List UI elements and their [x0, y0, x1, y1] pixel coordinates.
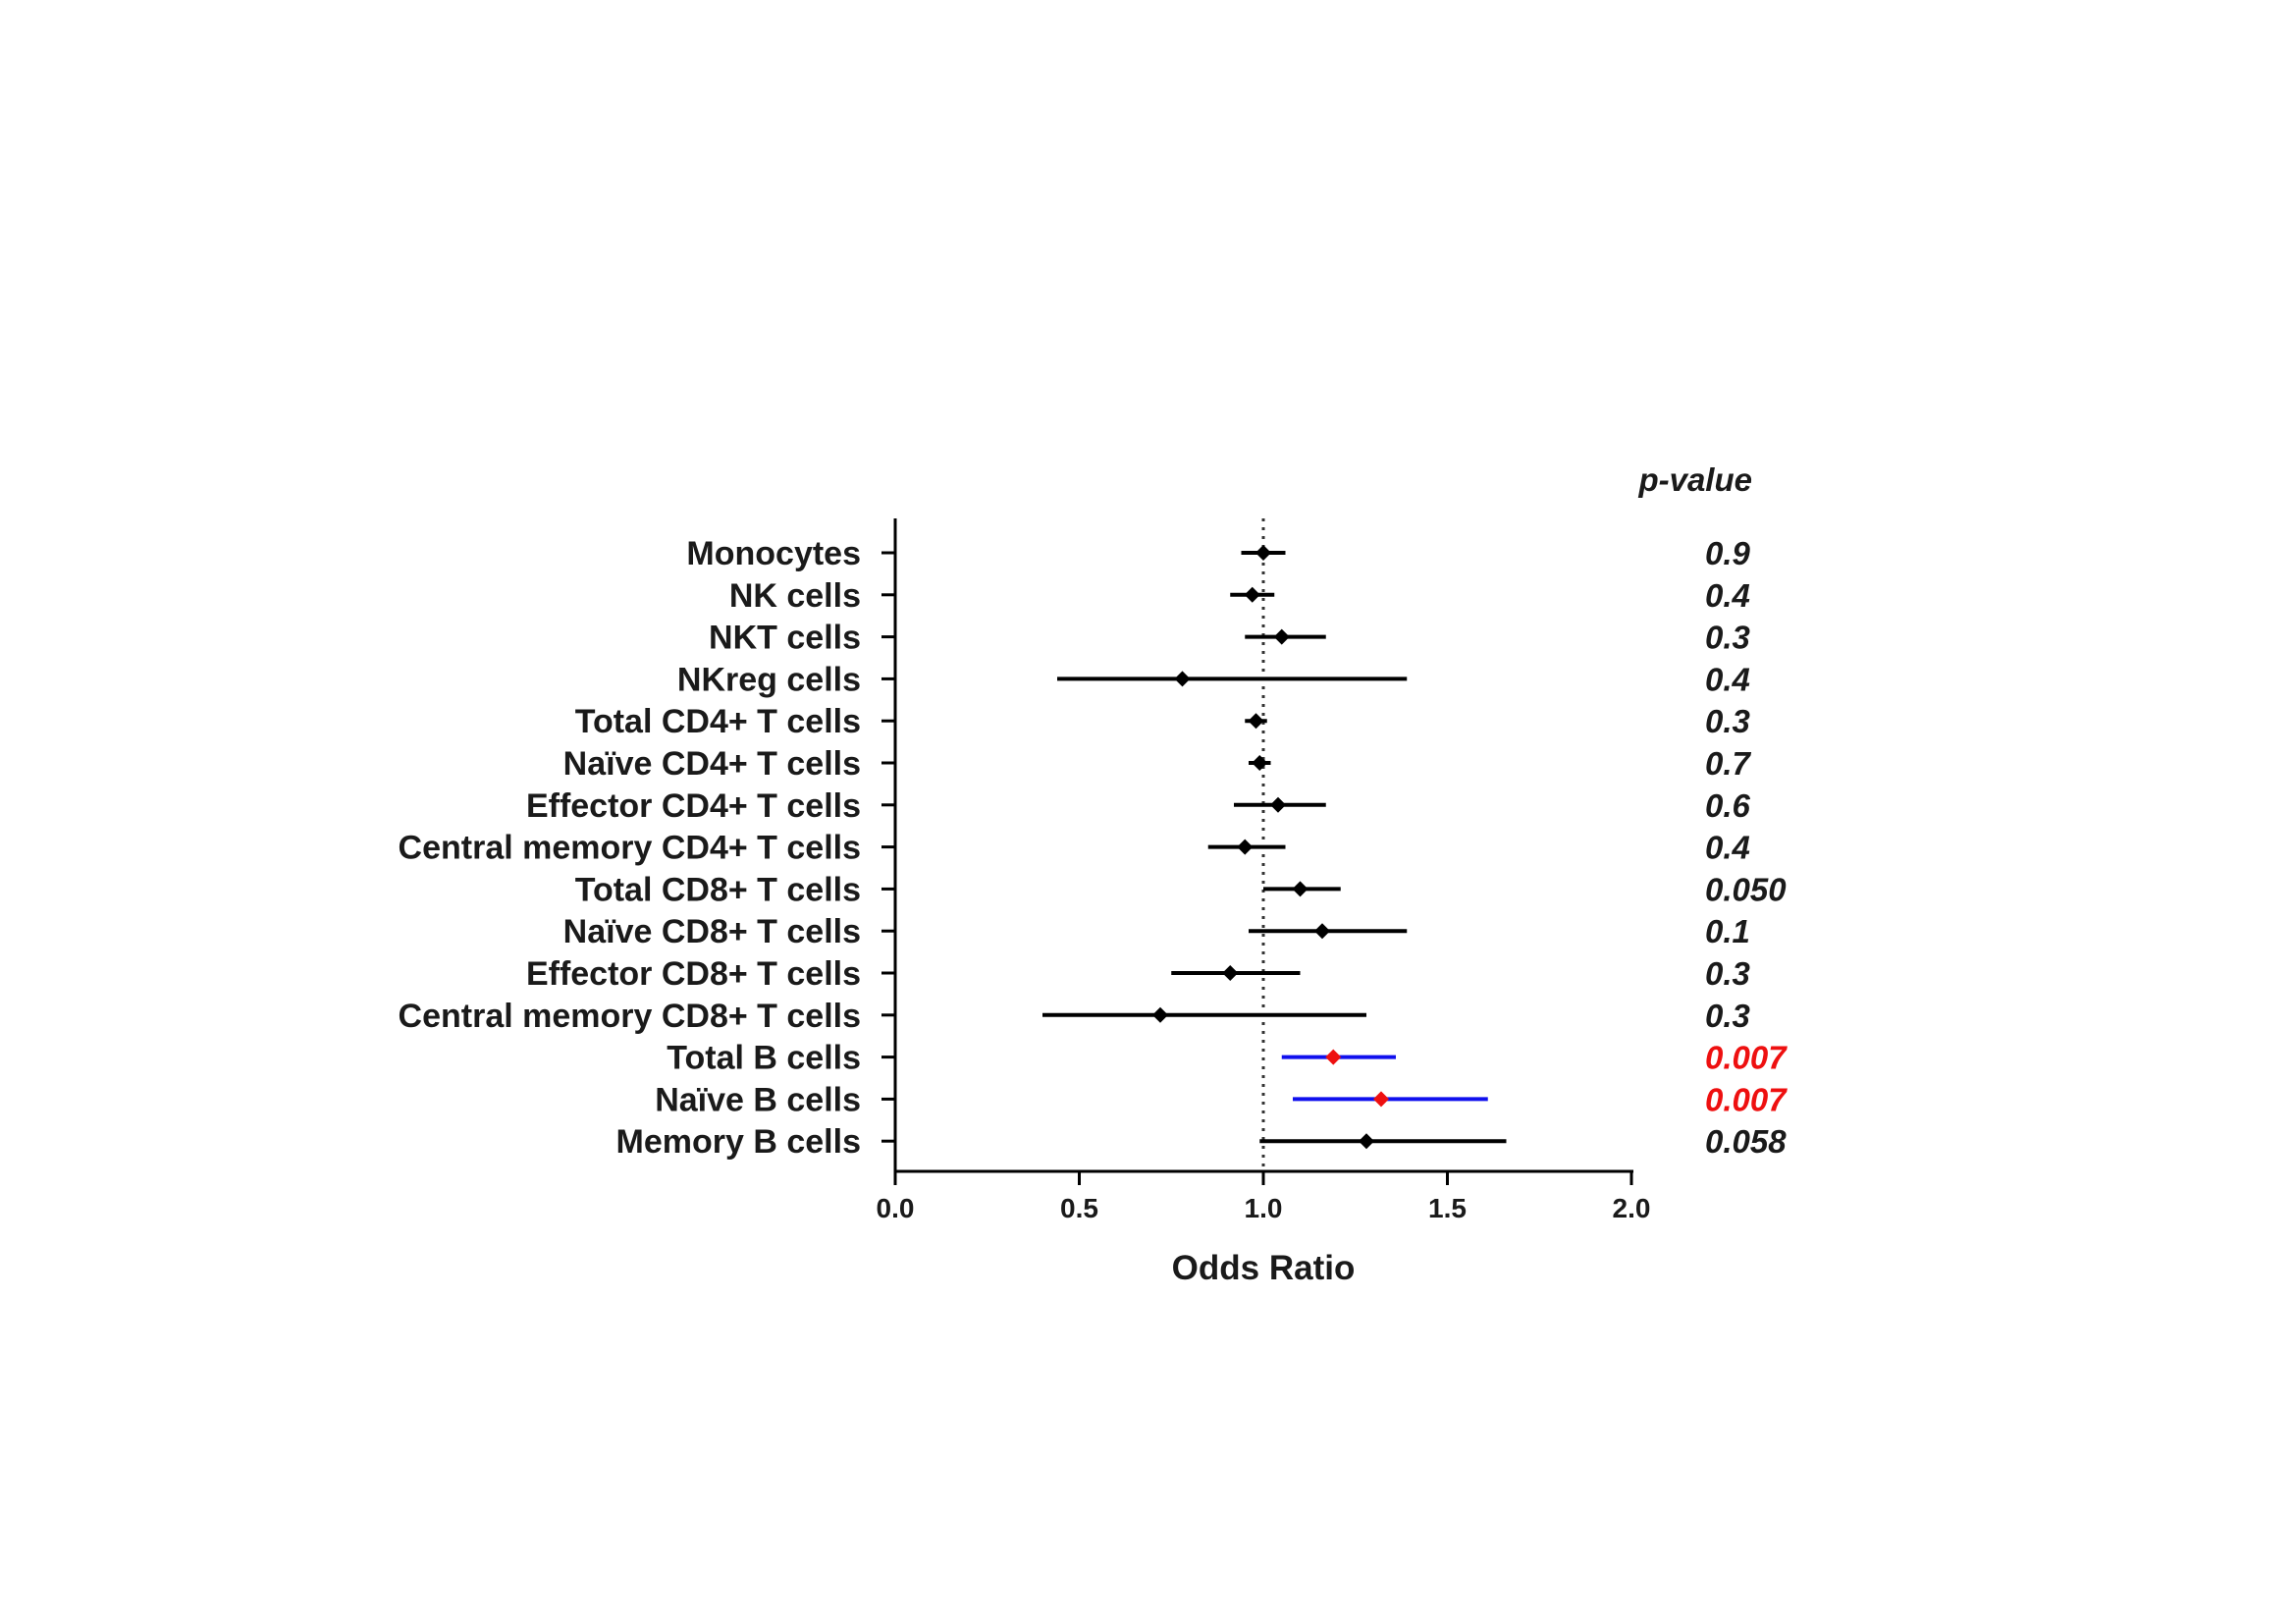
row-label: Central memory CD4+ T cells — [399, 830, 861, 867]
row-label: Effector CD8+ T cells — [526, 955, 861, 993]
x-tick-label: 0.0 — [877, 1193, 915, 1223]
pvalue-label: 0.3 — [1705, 998, 1750, 1034]
point-estimate — [1270, 796, 1286, 813]
row-label: NK cells — [729, 577, 861, 615]
row-label: NKreg cells — [677, 661, 861, 698]
pvalue-label: 0.6 — [1705, 787, 1751, 824]
pvalue-label: 0.3 — [1705, 620, 1750, 656]
pvalue-label: 0.058 — [1705, 1123, 1787, 1160]
pvalue-label: 0.007 — [1705, 1081, 1788, 1117]
point-estimate — [1152, 1006, 1168, 1023]
pvalue-label: 0.4 — [1705, 577, 1750, 614]
forest-row: Total CD4+ T cells 0.3 — [575, 703, 1750, 740]
row-label: Monocytes — [686, 535, 861, 572]
forest-row: Monocytes 0.9 — [686, 535, 1750, 572]
pvalue-label: 0.7 — [1705, 745, 1752, 782]
point-estimate — [1314, 923, 1330, 940]
pvalue-label: 0.4 — [1705, 830, 1750, 866]
forest-row: Naïve CD4+ T cells 0.7 — [563, 745, 1752, 783]
row-label: Naïve B cells — [655, 1081, 861, 1118]
pvalue-label: 0.050 — [1705, 871, 1787, 907]
x-axis-title: Odds Ratio — [1172, 1249, 1356, 1287]
forest-row: Central memory CD4+ T cells 0.4 — [399, 830, 1750, 867]
row-label: Naïve CD4+ T cells — [563, 745, 861, 783]
forest-row: NKT cells 0.3 — [709, 620, 1750, 657]
point-estimate — [1237, 839, 1254, 855]
point-estimate — [1174, 671, 1191, 687]
pvalue-label: 0.3 — [1705, 955, 1750, 992]
point-estimate — [1255, 545, 1271, 561]
x-tick-label: 0.5 — [1060, 1193, 1098, 1223]
row-label: Naïve CD8+ T cells — [563, 913, 861, 950]
point-estimate — [1252, 755, 1268, 771]
point-estimate — [1373, 1091, 1389, 1108]
forest-row: Total CD8+ T cells 0.050 — [575, 871, 1788, 908]
point-estimate — [1325, 1049, 1342, 1065]
forest-row: Naïve B cells 0.007 — [655, 1081, 1788, 1118]
forest-row: Memory B cells 0.058 — [616, 1123, 1788, 1161]
forest-row: Effector CD8+ T cells 0.3 — [526, 955, 1750, 993]
point-estimate — [1248, 713, 1264, 730]
point-estimate — [1359, 1133, 1374, 1150]
x-tick-label: 1.5 — [1428, 1193, 1467, 1223]
pvalue-label: 0.007 — [1705, 1040, 1788, 1076]
forest-row: Total B cells 0.007 — [667, 1040, 1788, 1077]
pvalue-label: 0.4 — [1705, 661, 1750, 697]
x-tick-label: 1.0 — [1245, 1193, 1283, 1223]
pvalue-header: p-value — [1637, 461, 1752, 498]
row-label: Central memory CD8+ T cells — [399, 998, 861, 1035]
pvalue-label: 0.9 — [1705, 535, 1751, 571]
forest-row: Naïve CD8+ T cells 0.1 — [563, 913, 1750, 950]
point-estimate — [1244, 586, 1260, 603]
row-label: Total CD4+ T cells — [575, 703, 861, 740]
forest-row: NKreg cells 0.4 — [677, 661, 1750, 698]
row-label: Total B cells — [667, 1040, 861, 1077]
row-label: NKT cells — [709, 620, 861, 657]
x-tick-label: 2.0 — [1613, 1193, 1651, 1223]
row-label: Effector CD4+ T cells — [526, 787, 861, 825]
point-estimate — [1273, 628, 1290, 645]
point-estimate — [1292, 881, 1308, 897]
pvalue-label: 0.1 — [1705, 913, 1750, 949]
row-label: Memory B cells — [616, 1123, 861, 1161]
forest-row: NK cells 0.4 — [729, 577, 1750, 615]
forest-row: Effector CD4+ T cells 0.6 — [526, 787, 1751, 825]
pvalue-label: 0.3 — [1705, 703, 1750, 739]
forest-row: Central memory CD8+ T cells 0.3 — [399, 998, 1750, 1035]
point-estimate — [1222, 965, 1239, 981]
row-label: Total CD8+ T cells — [575, 871, 861, 908]
